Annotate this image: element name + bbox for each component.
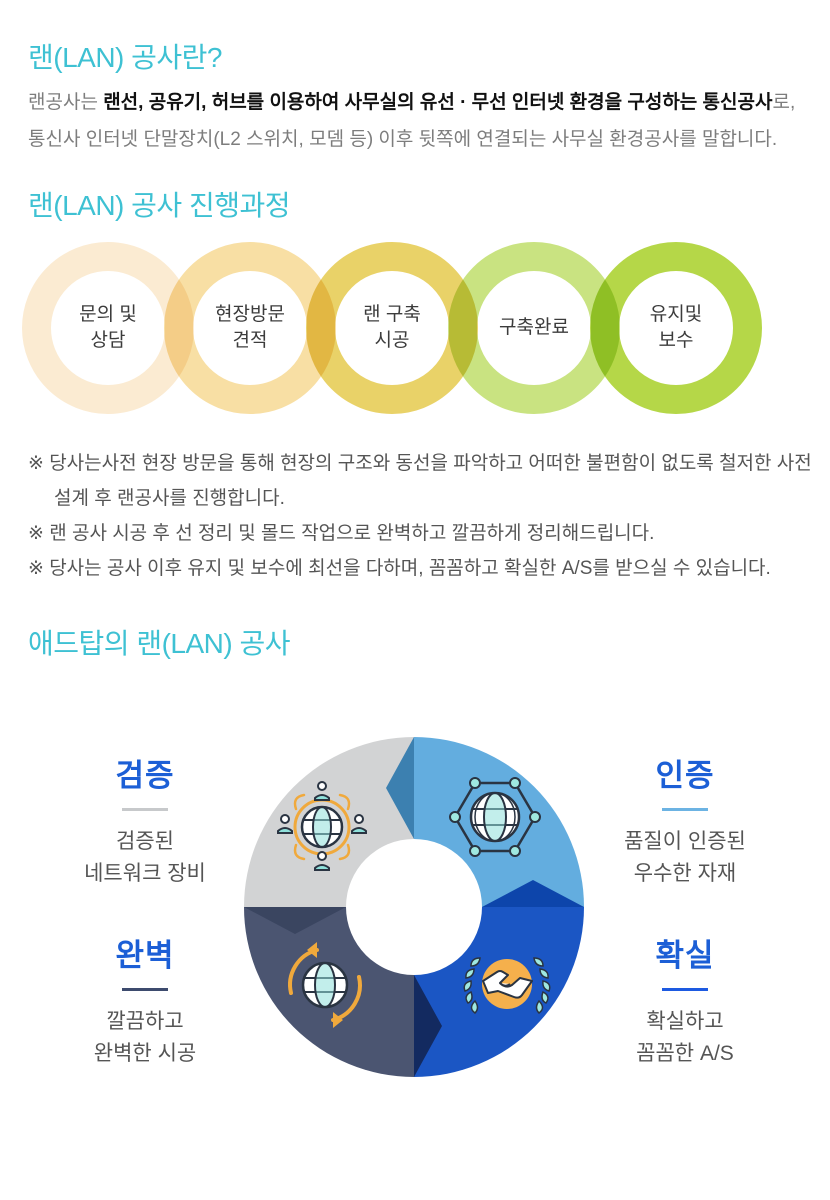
section-title-lan-intro: 랜(LAN) 공사란? — [28, 42, 223, 73]
quadrant-underline — [122, 988, 168, 991]
quadrant-underline — [662, 988, 708, 991]
quadrant-description: 검증된 네트워크 장비 — [84, 830, 206, 885]
quadrant-title: 검증 — [115, 758, 175, 793]
quadrant-description: 깔끔하고 완벽한 시공 — [93, 1010, 197, 1065]
quadrant-title: 확실 — [655, 938, 715, 973]
intro-text-normal-2: 로, 통신사 인터넷 단말장치(L2 스위치, 모뎀 등) 이후 뒷쪽에 연결되… — [28, 92, 796, 150]
process-step-circle-5: 유지및 보수 — [590, 242, 762, 414]
donut-hole — [346, 839, 482, 975]
process-step-label: 구축완료 — [499, 317, 569, 339]
quadrant-underline — [122, 808, 168, 811]
process-steps: 문의 및 상담 현장방문 견적 랜 구축 시공 구축완료 유지및 보수 — [22, 242, 762, 414]
quadrant-title: 인증 — [655, 758, 715, 793]
intro-paragraph: 랜공사는 랜선, 공유기, 허브를 이용하여 사무실의 유선 · 무선 인터넷 … — [28, 84, 812, 158]
process-note: ※ 당사는 공사 이후 유지 및 보수에 최선을 다하며, 꼼꼼하고 확실한 A… — [28, 558, 771, 579]
process-step-label: 랜 구축 시공 — [363, 304, 421, 351]
process-step-label: 문의 및 상담 — [79, 304, 137, 351]
quadrant-title: 완벽 — [115, 938, 175, 973]
quadrant-block-certify: 인증 품질이 인증된 우수한 자재 — [595, 750, 775, 889]
quadrant-description: 품질이 인증된 우수한 자재 — [624, 830, 746, 885]
process-note: ※ 당사는사전 현장 방문을 통해 현장의 구조와 동선을 파악하고 어떠한 불… — [28, 453, 812, 509]
quadrant-block-verify: 검증 검증된 네트워크 장비 — [55, 750, 235, 889]
network-globe-icon — [449, 777, 541, 857]
quadrant-block-perfect: 완벽 깔끔하고 완벽한 시공 — [55, 930, 235, 1069]
quadrant-underline — [662, 808, 708, 811]
intro-text-bold: 랜선, 공유기, 허브를 이용하여 사무실의 유선 · 무선 인터넷 환경을 구… — [103, 92, 773, 113]
process-step-label: 유지및 보수 — [649, 304, 703, 351]
quadrant-description: 확실하고 꼼꼼한 A/S — [636, 1010, 734, 1065]
process-note: ※ 랜 공사 시공 후 선 정리 및 몰드 작업으로 완벽하고 깔끔하게 정리해… — [28, 523, 655, 544]
process-notes: ※ 당사는사전 현장 방문을 통해 현장의 구조와 동선을 파악하고 어떠한 불… — [28, 446, 812, 586]
sync-globe-icon — [288, 942, 362, 1028]
process-step-label: 현장방문 견적 — [215, 304, 285, 351]
section-title-process: 랜(LAN) 공사 진행과정 — [28, 190, 291, 221]
quadrant-block-reliable: 확실 확실하고 꼼꼼한 A/S — [595, 930, 775, 1069]
section-title-adtop-lan: 애드탑의 랜(LAN) 공사 — [28, 628, 291, 659]
intro-text-normal-1: 랜공사는 — [28, 92, 104, 113]
handshake-laurel-icon — [463, 957, 551, 1014]
people-network-globe-icon — [277, 781, 367, 871]
